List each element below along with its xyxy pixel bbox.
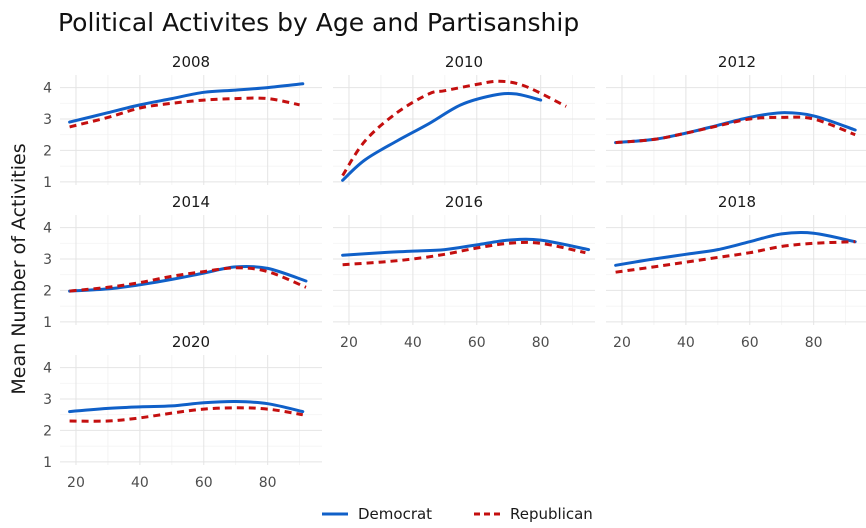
y-tick-label: 3: [43, 252, 52, 268]
legend-label-democrat: Democrat: [358, 505, 432, 523]
series-line-republican: [615, 115, 856, 145]
x-tick-label: 20: [613, 335, 631, 351]
y-tick-label: 4: [43, 361, 52, 377]
panel-2008: 2008 1 2 3 4: [43, 53, 322, 191]
series-line-democrat: [68, 399, 305, 414]
series-line-democrat: [614, 111, 857, 145]
x-tick-label: 80: [532, 335, 550, 351]
panel-2016: 2016 20 40 60 80: [333, 193, 595, 351]
series-line-republican: [69, 96, 300, 129]
x-tick-label: 60: [741, 335, 759, 351]
x-tick-label: 20: [340, 335, 358, 351]
y-tick-label: 1: [43, 315, 52, 331]
series-line-democrat: [341, 237, 591, 257]
series-line-republican: [69, 266, 307, 293]
panel-2014: 2014 1 2 3 4: [43, 193, 322, 331]
series-line-democrat: [614, 230, 857, 267]
y-tick-label: 2: [43, 143, 52, 159]
y-tick-label: 3: [43, 392, 52, 408]
x-tick-label: 40: [404, 335, 422, 351]
series-line-democrat: [68, 82, 305, 124]
panel-2010: 2010: [333, 53, 595, 185]
series-line-democrat: [68, 264, 308, 293]
legend: Democrat Republican: [322, 505, 593, 523]
panel-title-2010: 2010: [445, 53, 483, 71]
panel-2018: 2018 20 40 60 80: [606, 193, 866, 351]
series-line-democrat: [341, 92, 543, 182]
x-tick-label: 60: [468, 335, 486, 351]
x-tick-label: 80: [805, 335, 823, 351]
legend-label-republican: Republican: [510, 505, 593, 523]
panel-2020: 2020 1 2 3 4 20 40 60 80: [43, 333, 322, 491]
x-tick-label: 80: [259, 475, 277, 491]
x-tick-label: 40: [677, 335, 695, 351]
series-line-republican: [342, 240, 586, 267]
panel-title-2018: 2018: [718, 193, 756, 211]
y-tick-label: 2: [43, 283, 52, 299]
panel-title-2012: 2012: [718, 53, 756, 71]
panel-2012: 2012: [606, 53, 866, 185]
panel-title-2014: 2014: [172, 193, 210, 211]
y-tick-label: 1: [43, 455, 52, 471]
y-tick-label: 1: [43, 175, 52, 191]
x-tick-label: 40: [131, 475, 149, 491]
series-line-republican: [69, 406, 304, 423]
y-tick-label: 3: [43, 112, 52, 128]
y-tick-label: 2: [43, 423, 52, 439]
panel-title-2008: 2008: [172, 53, 210, 71]
y-tick-label: 4: [43, 221, 52, 237]
panel-title-2020: 2020: [172, 333, 210, 351]
panel-title-2016: 2016: [445, 193, 483, 211]
series-line-republican: [615, 240, 856, 274]
y-axis-label: Mean Number of Activities: [8, 143, 30, 394]
x-tick-label: 60: [195, 475, 213, 491]
y-tick-label: 4: [43, 81, 52, 97]
series-line-republican: [341, 79, 567, 177]
x-tick-label: 20: [67, 475, 85, 491]
chart-title: Political Activites by Age and Partisans…: [58, 8, 579, 37]
